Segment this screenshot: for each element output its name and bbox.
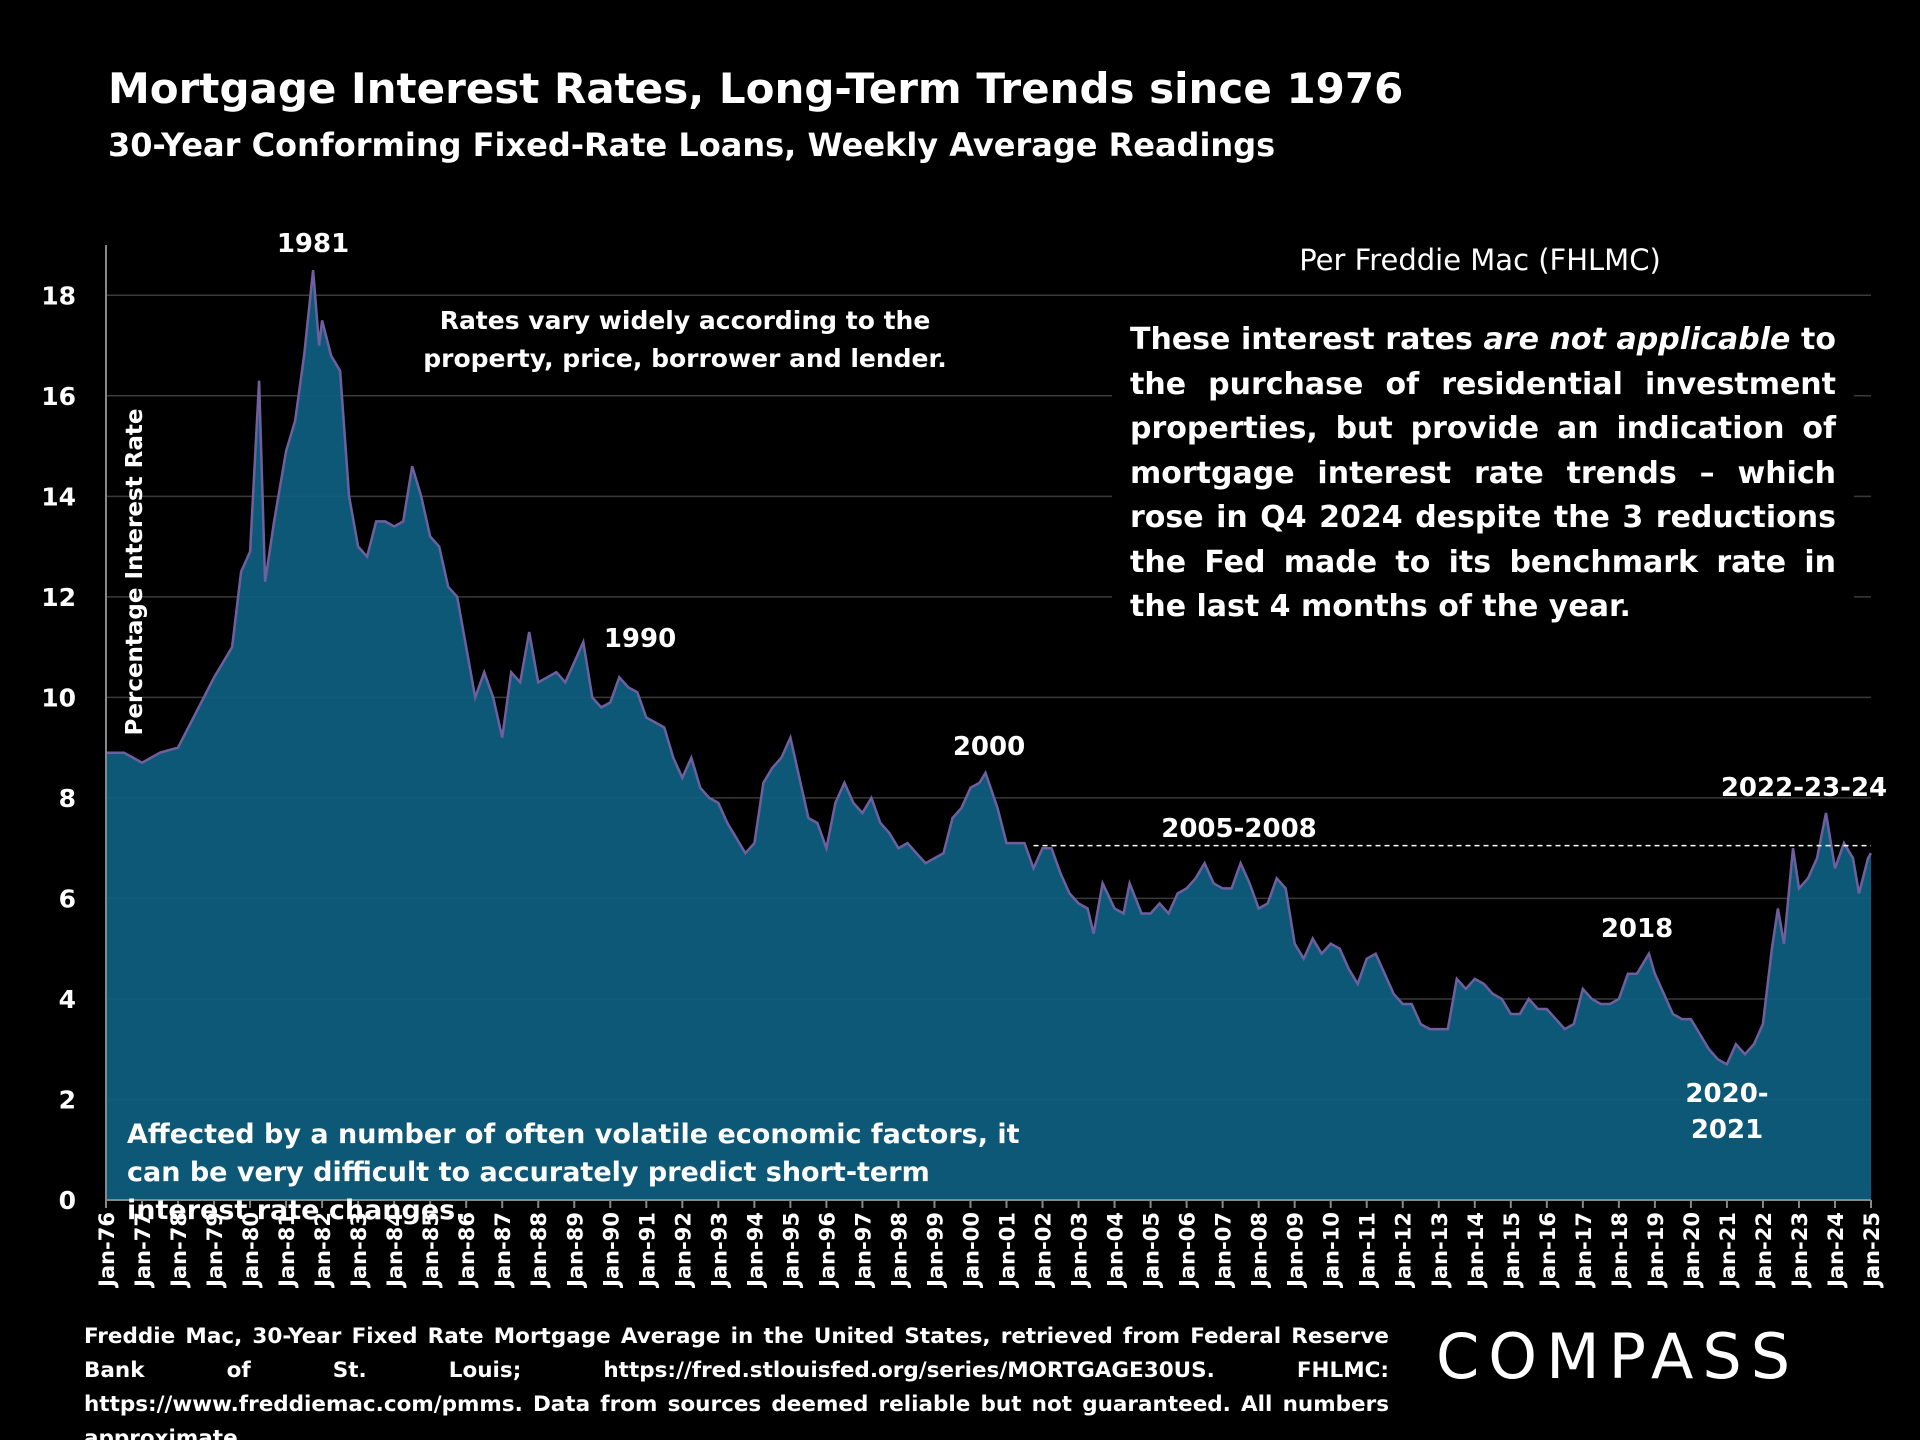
chart-title: Mortgage Interest Rates, Long-Term Trend… <box>108 64 1404 113</box>
annotation: 2018 <box>1601 914 1673 944</box>
x-tick-label: Jan-92 <box>671 1212 695 1289</box>
annotation: 2005-2008 <box>1161 814 1317 844</box>
x-tick-label: Jan-80 <box>239 1212 263 1289</box>
x-tick-label: Jan-04 <box>1104 1212 1128 1289</box>
x-tick-label: Jan-21 <box>1716 1212 1740 1289</box>
x-tick-label: Jan-02 <box>1032 1212 1056 1289</box>
x-tick-label: Jan-24 <box>1824 1212 1848 1289</box>
x-tick-label: Jan-20 <box>1680 1212 1704 1289</box>
note-text: These interest rates <box>1130 322 1484 357</box>
footer: Freddie Mac, 30-Year Fixed Rate Mortgage… <box>84 1324 1389 1440</box>
annotation: 2022-23-24 <box>1721 773 1887 803</box>
y-tick-label: 2 <box>59 1085 76 1114</box>
area-edge <box>106 269 1873 1067</box>
x-tick-label: Jan-10 <box>1320 1212 1344 1289</box>
x-tick-label: Jan-15 <box>1500 1212 1524 1289</box>
x-tick-label: Jan-90 <box>599 1212 623 1289</box>
y-tick-label: 4 <box>59 985 76 1014</box>
y-tick-label: 18 <box>41 281 76 310</box>
note-emphasis: are not applicable <box>1483 322 1791 357</box>
area <box>106 270 1871 1201</box>
annotation: 1981 <box>277 229 349 259</box>
y-axis-label: Percentage Interest Rate <box>122 409 148 736</box>
x-tick-label: Jan-25 <box>1860 1212 1884 1289</box>
y-tick-label: 6 <box>59 884 76 913</box>
x-tick-label: Jan-78 <box>167 1212 191 1289</box>
logo: COMPASS <box>1436 1320 1800 1393</box>
x-tick-label: Jan-79 <box>203 1212 227 1289</box>
x-tick-label: Jan-83 <box>347 1212 371 1289</box>
x-tick-label: Jan-86 <box>455 1212 479 1289</box>
x-tick-label: Jan-01 <box>996 1212 1020 1289</box>
x-tick-label: Jan-19 <box>1644 1212 1668 1289</box>
y-tick-label: 10 <box>41 683 76 712</box>
x-tick-label: Jan-98 <box>887 1212 911 1289</box>
x-tick-label: Jan-89 <box>563 1212 587 1289</box>
x-tick-label: Jan-12 <box>1392 1212 1416 1289</box>
x-tick-label: Jan-17 <box>1572 1212 1596 1289</box>
x-tick-label: Jan-76 <box>95 1212 119 1289</box>
x-tick-label: Jan-85 <box>419 1212 443 1289</box>
annotation: 2021 <box>1691 1115 1763 1145</box>
x-tick-label: Jan-18 <box>1608 1212 1632 1289</box>
chart-subtitle: 30-Year Conforming Fixed-Rate Loans, Wee… <box>108 126 1276 164</box>
y-tick-label: 16 <box>41 382 76 411</box>
x-tick-label: Jan-93 <box>707 1212 731 1289</box>
x-tick-label: Jan-96 <box>815 1212 839 1289</box>
x-tick-label: Jan-23 <box>1788 1212 1812 1289</box>
y-tick-label: 14 <box>41 482 76 511</box>
x-tick-label: Jan-88 <box>527 1212 551 1289</box>
x-tick-label: Jan-82 <box>311 1212 335 1289</box>
bottom-note: Affected by a number of often volatile e… <box>127 1119 1020 1226</box>
annotation: 2020- <box>1685 1079 1768 1109</box>
x-tick-label: Jan-03 <box>1068 1212 1092 1289</box>
x-tick-label: Jan-00 <box>959 1212 983 1289</box>
x-tick-label: Jan-81 <box>275 1212 299 1289</box>
x-tick-label: Jan-97 <box>851 1212 875 1289</box>
y-tick-label: 8 <box>59 784 76 813</box>
x-tick-label: Jan-95 <box>779 1212 803 1289</box>
y-tick-label: 0 <box>59 1186 76 1215</box>
x-tick-label: Jan-94 <box>743 1212 767 1289</box>
x-tick-label: Jan-13 <box>1428 1212 1452 1289</box>
x-tick-label: Jan-14 <box>1464 1212 1488 1289</box>
note-paragraph: These interest rates are not applicable … <box>1112 314 1854 634</box>
x-tick-label: Jan-07 <box>1212 1212 1236 1289</box>
x-tick-label: Jan-11 <box>1356 1212 1380 1289</box>
note-text: to the purchase of residential investmen… <box>1130 322 1836 624</box>
x-tick-label: Jan-09 <box>1284 1212 1308 1289</box>
x-tick-label: Jan-06 <box>1176 1212 1200 1289</box>
x-tick-label: Jan-84 <box>383 1212 407 1289</box>
x-tick-label: Jan-91 <box>635 1212 659 1289</box>
x-tick-label: Jan-87 <box>491 1212 515 1289</box>
annotation: 1990 <box>604 624 676 654</box>
top-note: Rates vary widely according to the prope… <box>423 306 947 373</box>
x-tick-label: Jan-05 <box>1140 1212 1164 1289</box>
x-tick-label: Jan-08 <box>1248 1212 1272 1289</box>
x-tick-label: Jan-99 <box>923 1212 947 1289</box>
annotation: 2000 <box>953 732 1025 762</box>
y-tick-label: 12 <box>41 583 76 612</box>
x-tick-label: Jan-77 <box>131 1212 155 1289</box>
x-tick-label: Jan-16 <box>1536 1212 1560 1289</box>
x-tick-label: Jan-22 <box>1752 1212 1776 1289</box>
source-heading: Per Freddie Mac (FHLMC) <box>1299 243 1661 277</box>
